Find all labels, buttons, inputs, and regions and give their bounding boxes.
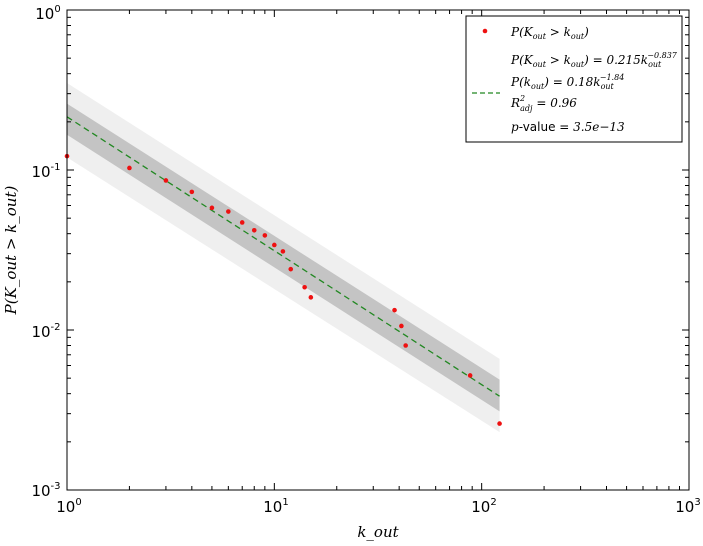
fit-line bbox=[66, 116, 500, 397]
data-point bbox=[189, 189, 195, 195]
legend-scatter-label: P(Kout > kout) bbox=[510, 25, 589, 41]
data-point bbox=[497, 421, 502, 426]
data-point bbox=[302, 284, 307, 290]
x-tick-label: 103 bbox=[675, 497, 700, 516]
x-tick-label: 100 bbox=[56, 497, 81, 516]
data-point bbox=[280, 249, 286, 254]
data-point bbox=[262, 233, 268, 238]
legend-cdf-equation: P(Kout > kout) = 0.215kout−0.837 bbox=[510, 51, 678, 69]
y-tick-labels: 100 10-1 10-2 10-3 bbox=[31, 4, 60, 500]
y-tick-label: 100 bbox=[35, 4, 60, 23]
x-axis-label: k_out bbox=[357, 523, 399, 541]
legend-scatter-marker bbox=[482, 28, 488, 34]
inner-confidence-band bbox=[67, 103, 500, 412]
y-tick-label: 10-1 bbox=[31, 162, 60, 181]
legend: P(Kout > kout) P(Kout > kout) = 0.215kou… bbox=[465, 15, 683, 143]
legend-pdf-equation: P(kout) = 0.18kout−1.84 bbox=[510, 73, 624, 91]
data-point bbox=[403, 343, 408, 348]
data-point bbox=[226, 209, 231, 214]
data-point bbox=[399, 323, 404, 329]
data-point bbox=[239, 220, 245, 225]
legend-box bbox=[465, 15, 683, 143]
plot-frame bbox=[66, 9, 690, 491]
tick-marks bbox=[66, 9, 690, 491]
y-tick-label: 10-2 bbox=[31, 322, 60, 341]
confidence-bands bbox=[67, 82, 500, 433]
y-tick-label: 10-3 bbox=[31, 481, 60, 500]
data-point bbox=[392, 307, 397, 313]
data-point bbox=[272, 242, 277, 248]
data-point bbox=[251, 227, 257, 233]
y-axis-label: P(K_out > k_out) bbox=[2, 186, 20, 316]
data-points bbox=[64, 153, 502, 426]
data-point bbox=[288, 266, 294, 272]
x-tick-label: 101 bbox=[263, 497, 288, 516]
fit-line-group bbox=[66, 116, 500, 397]
data-point bbox=[127, 165, 132, 171]
x-tick-label: 102 bbox=[471, 497, 496, 516]
x-tick-labels: 100 101 102 103 bbox=[56, 497, 700, 516]
data-point bbox=[467, 373, 473, 378]
data-point bbox=[308, 295, 314, 300]
data-point bbox=[209, 205, 215, 211]
legend-p-value: p-value = 3.5e−13 bbox=[511, 120, 625, 134]
data-point bbox=[163, 178, 169, 183]
legend-r-squared: R2 adj = 0.96 bbox=[510, 94, 577, 113]
